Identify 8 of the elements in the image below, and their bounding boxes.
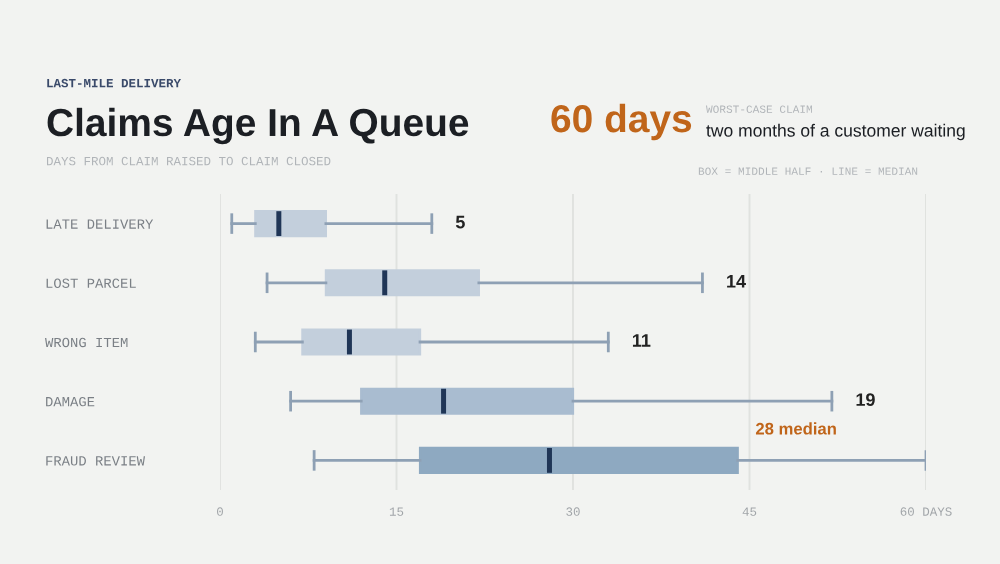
text: 19 <box>856 393 875 407</box>
chart-title: Claims Age In A Queue <box>47 107 469 145</box>
text: 28 median <box>755 422 836 435</box>
text: 60 days <box>551 103 692 141</box>
text: 14 <box>727 275 746 288</box>
text: two months of a customer waiting <box>706 123 965 141</box>
text: 11 <box>632 334 651 347</box>
text: 5 <box>455 215 465 229</box>
